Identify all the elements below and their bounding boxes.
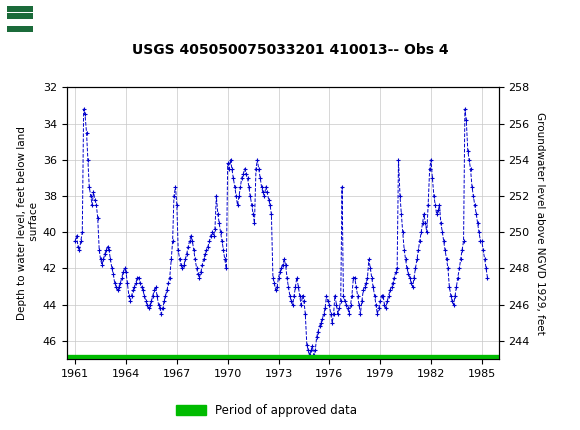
FancyBboxPatch shape xyxy=(7,26,33,32)
FancyBboxPatch shape xyxy=(7,3,65,35)
FancyBboxPatch shape xyxy=(7,6,33,12)
Text: USGS: USGS xyxy=(68,12,115,26)
Y-axis label: Depth to water level, feet below land
 surface: Depth to water level, feet below land su… xyxy=(17,126,38,320)
Text: USGS 405050075033201 410013-- Obs 4: USGS 405050075033201 410013-- Obs 4 xyxy=(132,43,448,57)
FancyBboxPatch shape xyxy=(7,12,33,19)
Y-axis label: Groundwater level above NGVD 1929, feet: Groundwater level above NGVD 1929, feet xyxy=(535,112,545,335)
Legend: Period of approved data: Period of approved data xyxy=(172,399,362,422)
